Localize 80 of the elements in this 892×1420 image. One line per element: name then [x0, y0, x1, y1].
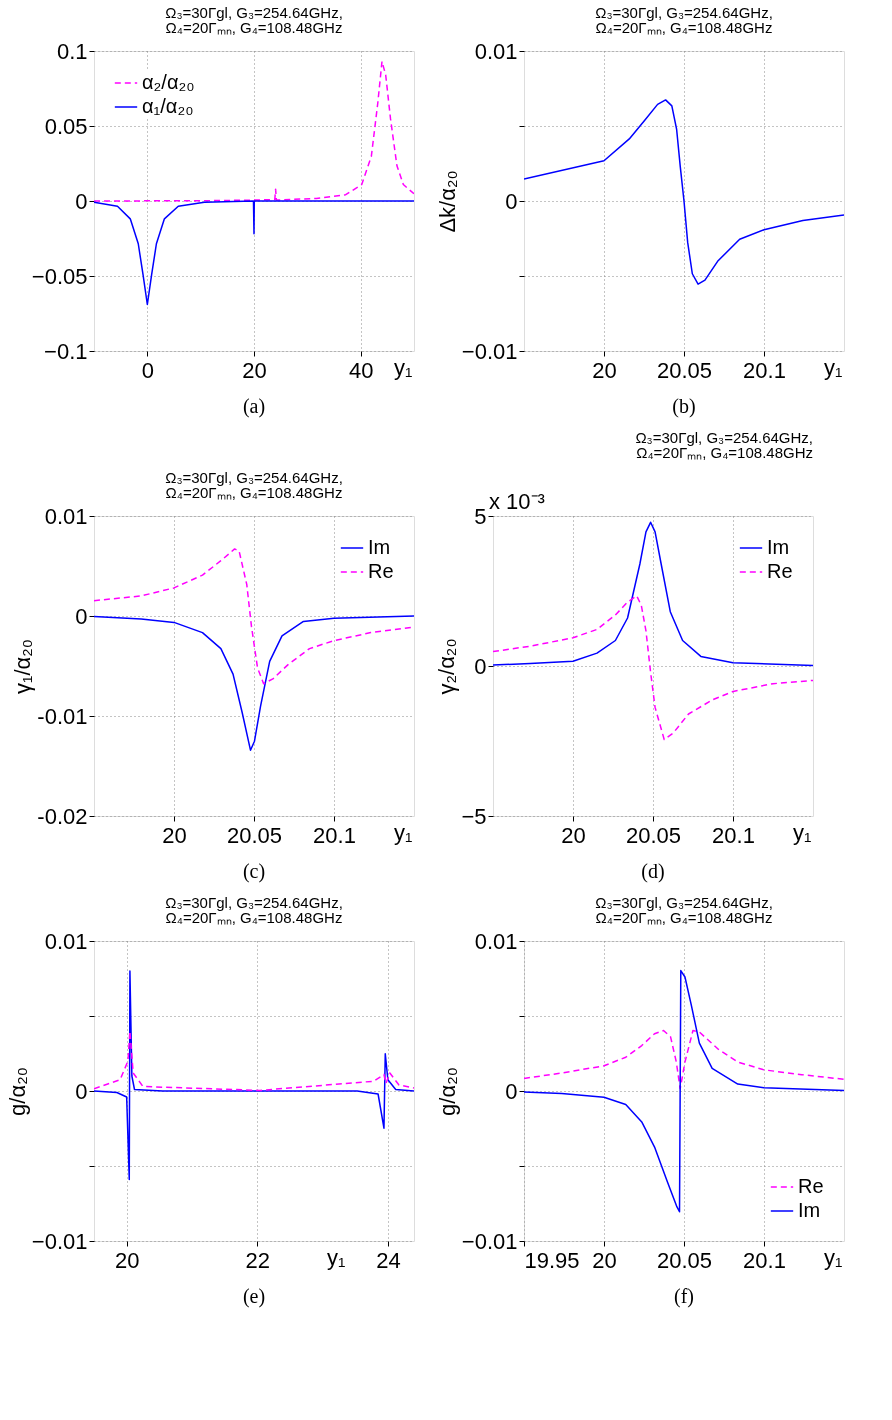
line-series — [493, 595, 813, 741]
legend-label: Re — [798, 1175, 824, 1197]
y-tick-label: 0.05 — [44, 113, 88, 139]
legend-label: Im — [368, 536, 391, 558]
chart-title: Ω₃=30Γgl, G₃=254.64GHz, — [595, 894, 773, 911]
text: (b) — [672, 395, 696, 418]
text: (d) — [641, 860, 665, 883]
text: (c) — [242, 860, 266, 883]
x-tick-label: 20.1 — [712, 822, 755, 848]
x-tick-label: 20.1 — [313, 822, 356, 848]
x-tick-label: 20.1 — [743, 357, 786, 383]
y-tick-label: −5 — [461, 803, 487, 829]
x-tick-label: 20 — [162, 822, 187, 848]
text: (f) — [674, 1285, 694, 1308]
x-tick-label: 20 — [561, 822, 586, 848]
x-tick-label: 20 — [242, 357, 267, 383]
y-tick-label: 0 — [75, 1078, 88, 1104]
line-series — [94, 200, 414, 306]
x-tick-label: 20 — [592, 357, 617, 383]
text: (e) — [242, 1285, 266, 1308]
y-tick-label: -0.01 — [37, 703, 88, 729]
x-tick-label: 20.05 — [656, 1247, 713, 1273]
y-tick-label: 0 — [474, 653, 487, 679]
legend-label: α₂/α₂₀ — [142, 71, 195, 93]
x-tick-label: 20.05 — [226, 822, 283, 848]
y-tick-label: −0.01 — [461, 1228, 518, 1254]
line-series — [94, 970, 414, 1181]
y-tick-label: 0 — [75, 188, 88, 214]
chart-title: Ω₃=30Γgl, G₃=254.64GHz, — [165, 4, 343, 21]
y-tick-label: 0.1 — [56, 38, 88, 64]
x-axis-title: y₁ — [824, 354, 843, 380]
y-tick-label: 0 — [75, 603, 88, 629]
x-tick-label: 40 — [348, 357, 374, 383]
chart-title: Ω₃=30Γgl, G₃=254.64GHz, — [165, 894, 343, 911]
x-tick-label: 20 — [592, 1247, 617, 1273]
y-axis-title: g/α₂₀ — [434, 1067, 460, 1116]
x-tick-label: 20.1 — [743, 1247, 786, 1273]
y-tick-label: 5 — [474, 503, 487, 529]
y-tick-label: −0.01 — [31, 1228, 88, 1254]
chart-title: Ω₃=30Γgl, G₃=254.64GHz, — [635, 429, 813, 446]
line-series — [524, 99, 844, 285]
y-axis-title: γ₁/α₂₀ — [10, 639, 36, 694]
x-axis-title: y₁ — [394, 354, 413, 380]
legend-label: Im — [767, 536, 790, 558]
x-tick-label: 19.95 — [524, 1247, 580, 1273]
chart-title: Ω₃=30Γgl, G₃=254.64GHz, — [165, 469, 343, 486]
legend-label: Im — [798, 1199, 821, 1221]
x-tick-label: 20.05 — [656, 357, 713, 383]
x-axis-title: y₁ — [793, 819, 812, 845]
y-tick-label: −0.1 — [44, 338, 88, 364]
x-tick-label: 20.05 — [625, 822, 682, 848]
y-tick-label: −0.05 — [31, 263, 88, 289]
y-tick-label: -0.02 — [37, 803, 88, 829]
legend-label: α₁/α₂₀ — [142, 95, 194, 117]
y-tick-label: 0.01 — [44, 503, 88, 529]
legend-label: Re — [368, 560, 394, 582]
line-series — [94, 615, 414, 751]
line-series — [94, 1030, 414, 1092]
x-axis-title: y₁ — [394, 819, 413, 845]
y-tick-label: 0.01 — [474, 928, 518, 954]
x-tick-label: 22 — [245, 1247, 271, 1273]
x-axis-title: y₁ — [824, 1244, 843, 1270]
y-axis-title: γ₂/α₂₀ — [434, 638, 460, 695]
x-tick-label: 20 — [114, 1247, 140, 1273]
line-series — [94, 60, 414, 202]
y-axis-title: g/α₂₀ — [4, 1067, 30, 1116]
y-tick-label: 0 — [505, 1078, 518, 1104]
legend-label: Re — [767, 560, 793, 582]
x-axis-title: y₁ — [326, 1244, 346, 1270]
text: x 10⁻³ — [489, 489, 545, 514]
x-tick-label: 0 — [141, 357, 154, 383]
y-axis-title: Δk/α₂₀ — [434, 170, 460, 233]
text: (a) — [242, 395, 266, 418]
y-tick-label: 0.01 — [474, 38, 518, 64]
chart-title: Ω₃=30Γgl, G₃=254.64GHz, — [595, 4, 773, 21]
x-tick-label: 24 — [376, 1247, 401, 1273]
y-tick-label: 0 — [505, 188, 518, 214]
y-tick-label: 0.01 — [44, 928, 88, 954]
y-tick-label: −0.01 — [461, 338, 518, 364]
line-series — [493, 521, 813, 667]
